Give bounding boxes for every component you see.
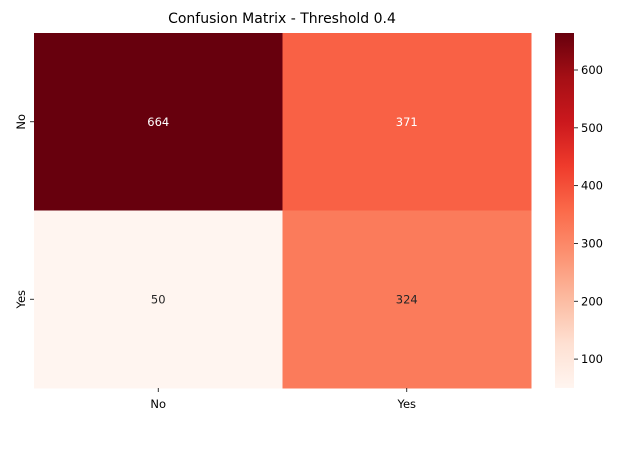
cell-value-label: 371 (396, 115, 418, 129)
x-axis: No Yes (150, 388, 416, 411)
colorbar-tick-label: 600 (581, 63, 603, 77)
heatmap-cell (34, 33, 283, 211)
heatmap-cells (34, 33, 532, 389)
colorbar-tick-label: 300 (581, 236, 603, 250)
x-tick-label: No (150, 397, 166, 411)
chart-title: Confusion Matrix - Threshold 0.4 (168, 11, 396, 27)
heatmap-cell (282, 210, 532, 389)
cell-value-label: 324 (396, 292, 418, 306)
colorbar-tick-label: 400 (581, 179, 603, 193)
y-tick-label: Yes (14, 290, 28, 310)
colorbar-axis: 100 200 300 400 500 600 (574, 63, 603, 366)
colorbar-tick-label: 500 (581, 121, 603, 135)
cell-value-label: 50 (151, 292, 166, 306)
cell-value-labels: 664 371 50 324 (147, 115, 417, 307)
y-axis: No Yes (14, 114, 34, 310)
colorbar-tick-label: 100 (581, 352, 603, 366)
colorbar-tick-label: 200 (581, 294, 603, 308)
heatmap-cell (34, 210, 283, 389)
cell-value-label: 664 (147, 115, 169, 129)
y-tick-label: No (14, 114, 28, 130)
heatmap-cell (282, 33, 532, 211)
x-tick-label: Yes (396, 397, 416, 411)
colorbar (555, 33, 574, 388)
